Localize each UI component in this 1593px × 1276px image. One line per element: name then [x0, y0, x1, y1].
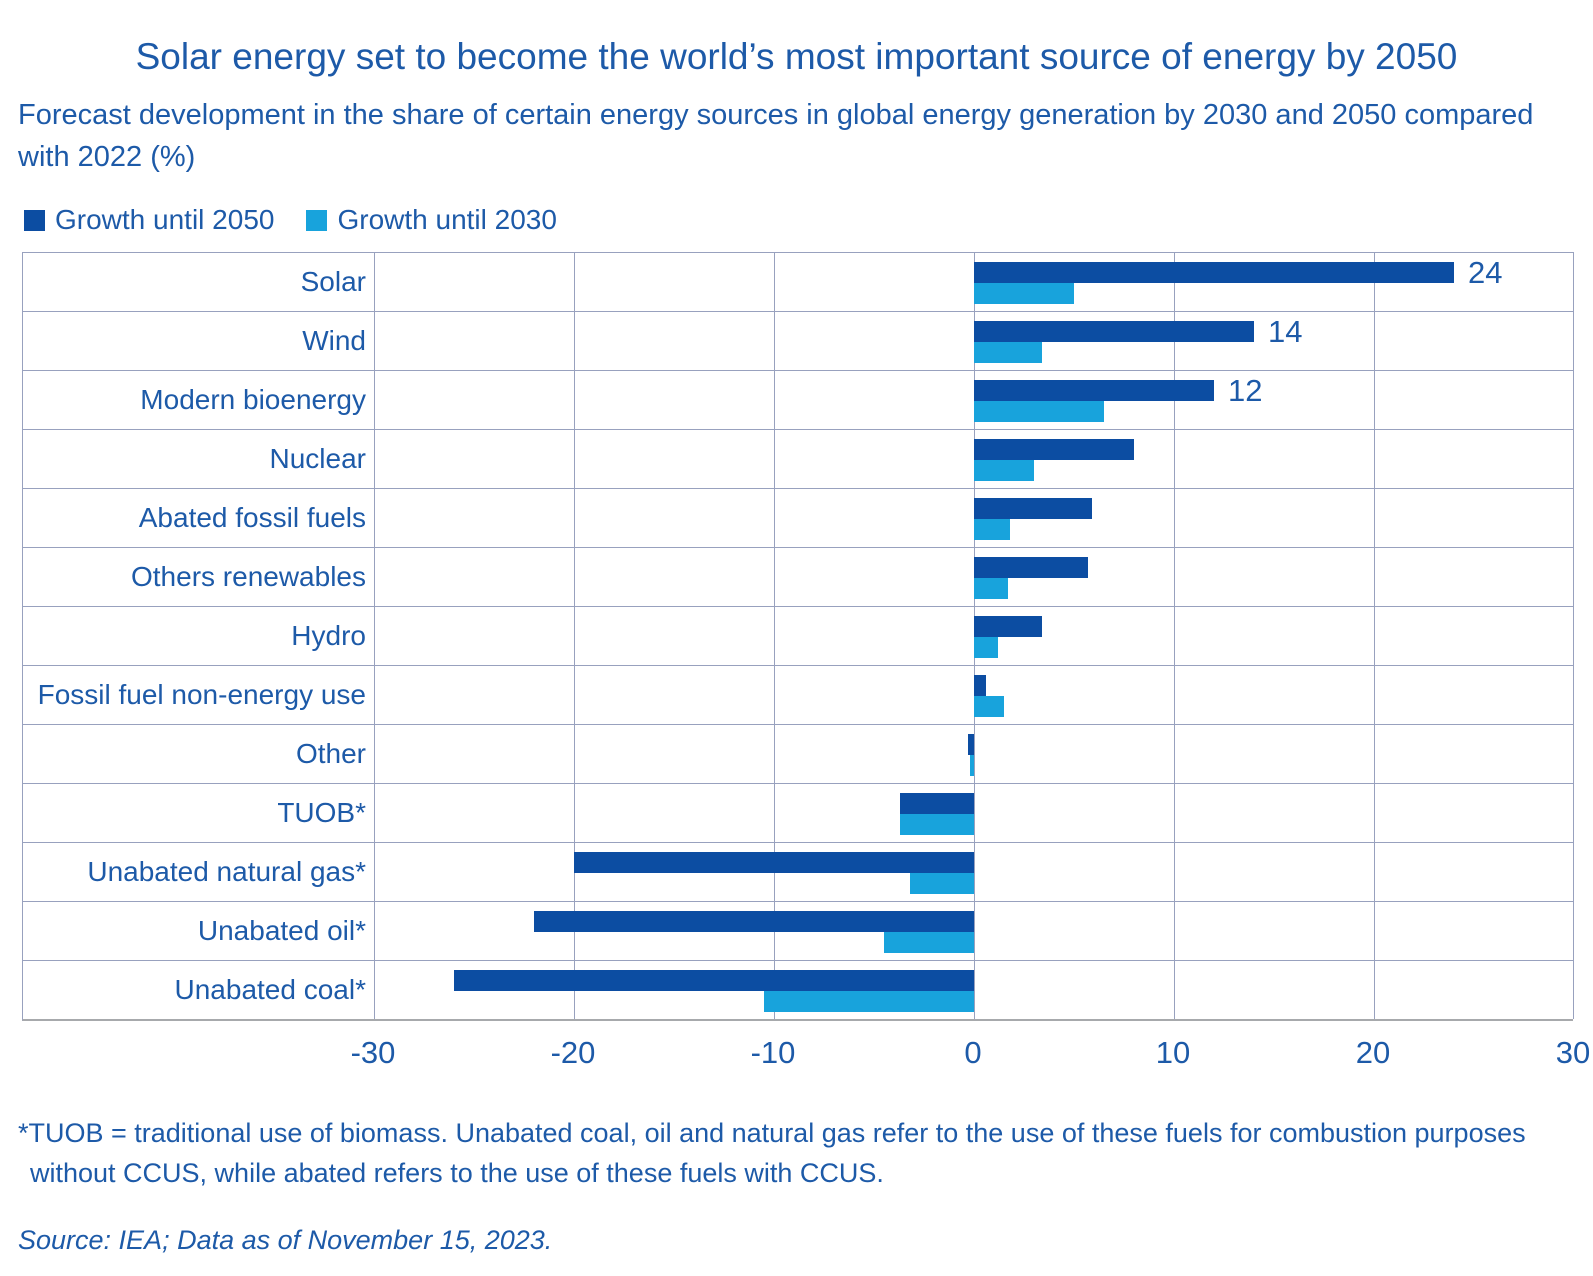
bar-2050	[974, 262, 1454, 283]
category-label: Solar	[300, 266, 366, 297]
bar-2030	[900, 814, 974, 835]
bar-2030	[974, 460, 1034, 481]
chart-row: Solar 24	[23, 252, 1573, 311]
category-label: Abated fossil fuels	[138, 502, 366, 533]
bar-2030	[970, 755, 974, 776]
x-tick-label: -20	[550, 1035, 596, 1070]
bar-2030	[974, 519, 1010, 540]
bar-2050	[974, 616, 1042, 637]
bar-2050	[454, 970, 974, 991]
gridline	[1573, 252, 1574, 1019]
chart-row: Wind 14	[23, 311, 1573, 370]
gridline	[1174, 252, 1175, 1019]
category-label: Wind	[302, 325, 366, 356]
bar-2030	[974, 283, 1074, 304]
bar-2050	[974, 439, 1134, 460]
category-label: Modern bioenergy	[140, 384, 366, 415]
plot-area: Solar 24 Wind 14 Modern bioenergy 12 Nuclear Ab…	[22, 252, 1574, 1021]
category-label: Fossil fuel non-energy use	[37, 679, 366, 710]
bar-value-label: 24	[1468, 255, 1503, 290]
x-tick-label: -10	[750, 1035, 796, 1070]
category-label: Nuclear	[269, 443, 366, 474]
category-label: Others renewables	[130, 561, 366, 592]
x-tick-label: -30	[350, 1035, 396, 1070]
x-tick-label: 0	[964, 1035, 982, 1070]
bar-2030	[974, 342, 1042, 363]
legend-label: Growth until 2030	[337, 204, 557, 235]
bar-2030	[910, 873, 974, 894]
chart-title: Solar energy set to become the world’s m…	[135, 36, 1458, 77]
chart-row: Unabated coal*	[23, 960, 1573, 1019]
bar-2030	[884, 932, 974, 953]
gridline	[574, 252, 575, 1019]
chart-row: Hydro	[23, 606, 1573, 665]
chart-subtitle: Forecast development in the share of cer…	[18, 99, 1534, 173]
gridline	[374, 252, 375, 1019]
bar-2050	[534, 911, 974, 932]
legend-item-2050: Growth until 2050	[24, 204, 274, 236]
footnote-line-2: without CCUS, while abated refers to the…	[30, 1158, 884, 1188]
category-label: Unabated natural gas*	[87, 856, 366, 887]
category-label: Unabated oil*	[197, 915, 366, 946]
legend-swatch-icon	[306, 209, 328, 231]
bar-2030	[974, 401, 1104, 422]
category-label: TUOB*	[277, 797, 366, 828]
bar-2030	[974, 696, 1004, 717]
chart-row: Unabated natural gas*	[23, 842, 1573, 901]
source-note: Source: IEA; Data as of November 15, 202…	[18, 1225, 553, 1255]
bar-2050	[974, 321, 1254, 342]
bar-2030	[974, 578, 1008, 599]
chart-row: Abated fossil fuels	[23, 488, 1573, 547]
bar-2050	[900, 793, 974, 814]
bar-2050	[968, 734, 974, 755]
chart: Solar 24 Wind 14 Modern bioenergy 12 Nuclear Ab…	[22, 252, 1591, 1085]
bar-value-label: 14	[1268, 314, 1303, 349]
bar-2050	[974, 557, 1088, 578]
category-label: Unabated coal*	[174, 974, 366, 1005]
chart-row: Modern bioenergy 12	[23, 370, 1573, 429]
category-label: Other	[295, 738, 366, 769]
chart-row: Other	[23, 724, 1573, 783]
x-tick-label: 20	[1355, 1035, 1391, 1070]
bar-2030	[974, 637, 998, 658]
x-tick-label: 10	[1155, 1035, 1191, 1070]
gridline	[1374, 252, 1375, 1019]
chart-row: Others renewables	[23, 547, 1573, 606]
chart-row: Fossil fuel non-energy use	[23, 665, 1573, 724]
legend-label: Growth until 2050	[55, 204, 275, 235]
chart-row: Unabated oil*	[23, 901, 1573, 960]
legend-swatch-icon	[24, 209, 45, 231]
gridline	[774, 252, 775, 1019]
legend-item-2030: Growth until 2030	[306, 204, 557, 236]
bar-value-label: 12	[1228, 373, 1263, 408]
footnote: *TUOB = traditional use of biomass. Unab…	[18, 1113, 1593, 1193]
x-axis: -30 -20 -10 0 10 20 30	[22, 1021, 1591, 1085]
footnote-line-1: *TUOB = traditional use of biomass. Unab…	[18, 1118, 1526, 1148]
legend: Growth until 2050 Growth until 2030	[24, 204, 1593, 236]
bar-2050	[574, 852, 974, 873]
bar-2050	[974, 380, 1214, 401]
bar-2050	[974, 675, 986, 696]
chart-row: TUOB*	[23, 783, 1573, 842]
chart-row: Nuclear	[23, 429, 1573, 488]
category-label: Hydro	[291, 620, 366, 651]
bar-2030	[764, 991, 974, 1012]
x-tick-label: 30	[1555, 1035, 1591, 1070]
bar-2050	[974, 498, 1092, 519]
